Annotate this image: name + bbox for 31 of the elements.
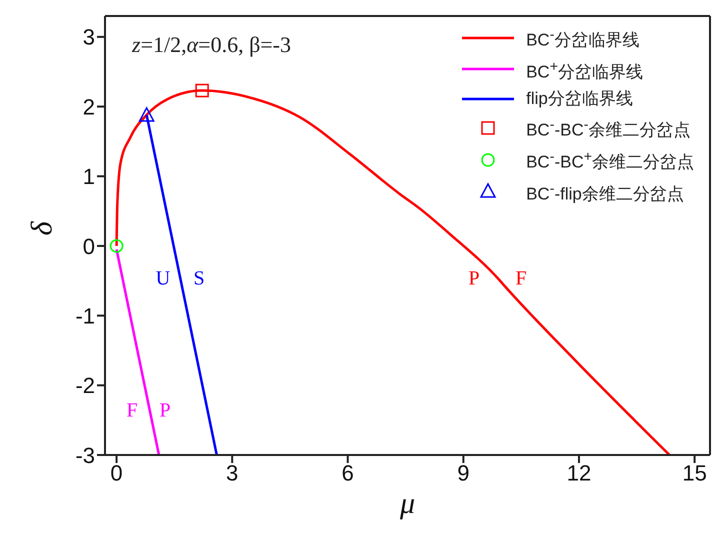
y-tick-label: -3: [75, 442, 95, 468]
legend-label: BC$^{-}$分岔临界线: [526, 26, 640, 52]
annotation: P: [159, 400, 171, 422]
y-tick-label: 2: [82, 94, 95, 120]
x-axis-title: μ: [398, 487, 416, 520]
annotation: U: [156, 268, 170, 290]
y-tick-label: 1: [82, 164, 95, 190]
annotation: z=1/2,α=0.6, β=-3: [132, 32, 291, 58]
x-tick-label: 6: [342, 460, 354, 486]
x-tick-label: 12: [566, 460, 592, 486]
x-tick-label: 15: [682, 460, 707, 486]
x-tick-label: 0: [110, 460, 123, 486]
y-tick-label: 3: [82, 24, 95, 50]
annotation: P: [468, 268, 480, 290]
legend-label: BC$^{-}$-flip余维二分岔点: [526, 180, 684, 206]
legend-label: BC$^{-}$-BC$^{+}$余维二分岔点: [526, 148, 694, 174]
y-tick-label: 0: [82, 234, 95, 259]
annotation: F: [515, 268, 527, 290]
annotation: S: [193, 268, 205, 290]
x-tick-label: 9: [457, 460, 470, 486]
legend-label: BC$^{-}$-BC$^{-}$余维二分岔点: [526, 116, 690, 142]
point: [195, 84, 209, 98]
point: [138, 107, 154, 122]
y-tick-label: -1: [75, 303, 95, 328]
legend-label: flip分岔临界线: [526, 88, 633, 110]
y-tick-label: -2: [75, 373, 95, 398]
legend-label: BC$^{+}$分岔临界线: [526, 58, 643, 84]
x-tick-label: 3: [226, 460, 238, 486]
annotation: F: [126, 400, 138, 422]
y-axis-title: δ: [26, 220, 59, 236]
point: [110, 239, 124, 253]
